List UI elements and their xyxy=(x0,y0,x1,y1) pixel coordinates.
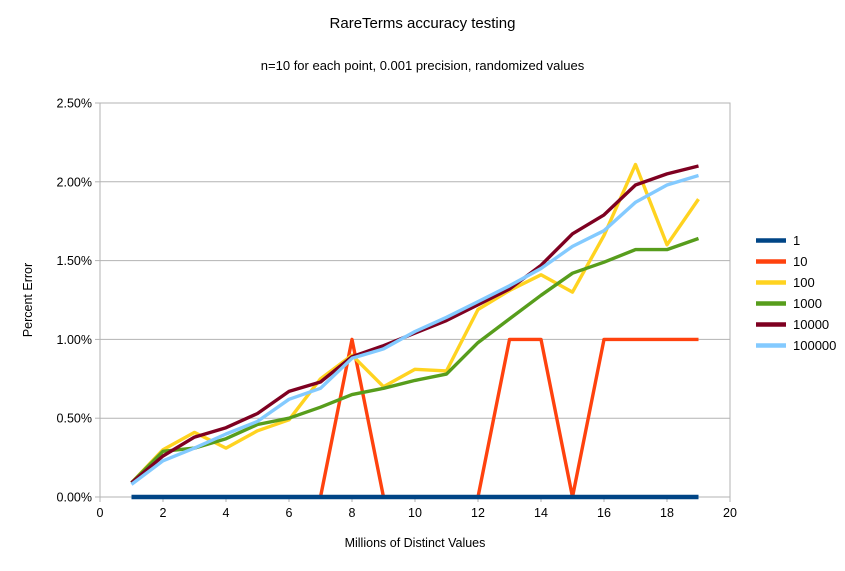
x-tick-label: 10 xyxy=(408,506,422,520)
x-tick-label: 6 xyxy=(286,506,293,520)
legend-label-100000: 100000 xyxy=(793,338,836,353)
legend-label-1000: 1000 xyxy=(793,296,822,311)
x-tick-label: 18 xyxy=(660,506,674,520)
y-tick-label: 1.00% xyxy=(57,333,92,347)
y-axis-title: Percent Error xyxy=(21,263,35,337)
x-tick-label: 14 xyxy=(534,506,548,520)
legend-label-10000: 10000 xyxy=(793,317,829,332)
x-tick-label: 2 xyxy=(160,506,167,520)
series-line-1000 xyxy=(130,236,700,485)
x-tick-label: 4 xyxy=(223,506,230,520)
series-line-100000 xyxy=(130,173,699,486)
series-line-100 xyxy=(130,162,700,484)
chart-title: RareTerms accuracy testing xyxy=(329,15,516,32)
legend-label-100: 100 xyxy=(793,275,815,290)
x-tick-label: 8 xyxy=(349,506,356,520)
y-tick-label: 0.00% xyxy=(57,491,92,505)
x-tick-label: 20 xyxy=(723,506,737,520)
x-tick-label: 12 xyxy=(471,506,485,520)
x-tick-label: 0 xyxy=(97,506,104,520)
chart-subtitle: n=10 for each point, 0.001 precision, ra… xyxy=(260,58,585,73)
y-tick-label: 0.50% xyxy=(57,412,92,426)
x-tick-label: 16 xyxy=(597,506,611,520)
x-axis-title: Millions of Distinct Values xyxy=(345,536,486,550)
legend-label-1: 1 xyxy=(793,233,800,248)
y-tick-label: 2.00% xyxy=(57,175,92,189)
y-tick-label: 2.50% xyxy=(57,97,92,111)
y-tick-label: 1.50% xyxy=(57,254,92,268)
legend-label-10: 10 xyxy=(793,254,807,269)
